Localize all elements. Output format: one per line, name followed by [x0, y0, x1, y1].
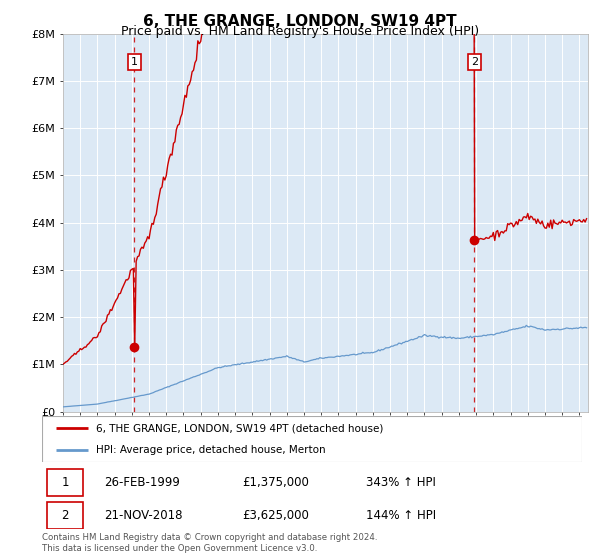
Text: 144% ↑ HPI: 144% ↑ HPI — [366, 508, 436, 521]
Text: £1,375,000: £1,375,000 — [242, 475, 308, 489]
Text: Contains HM Land Registry data © Crown copyright and database right 2024.
This d: Contains HM Land Registry data © Crown c… — [42, 533, 377, 553]
Text: 2: 2 — [61, 508, 69, 521]
Text: 1: 1 — [61, 475, 69, 489]
Text: £3,625,000: £3,625,000 — [242, 508, 308, 521]
Text: HPI: Average price, detached house, Merton: HPI: Average price, detached house, Mert… — [96, 445, 326, 455]
FancyBboxPatch shape — [42, 416, 582, 462]
Text: 1: 1 — [131, 57, 138, 67]
Text: 2: 2 — [471, 57, 478, 67]
FancyBboxPatch shape — [47, 502, 83, 529]
Text: 6, THE GRANGE, LONDON, SW19 4PT (detached house): 6, THE GRANGE, LONDON, SW19 4PT (detache… — [96, 423, 383, 433]
Text: 26-FEB-1999: 26-FEB-1999 — [104, 475, 180, 489]
Text: 343% ↑ HPI: 343% ↑ HPI — [366, 475, 436, 489]
Text: Price paid vs. HM Land Registry's House Price Index (HPI): Price paid vs. HM Land Registry's House … — [121, 25, 479, 38]
Text: 21-NOV-2018: 21-NOV-2018 — [104, 508, 182, 521]
FancyBboxPatch shape — [47, 469, 83, 496]
Text: 6, THE GRANGE, LONDON, SW19 4PT: 6, THE GRANGE, LONDON, SW19 4PT — [143, 14, 457, 29]
